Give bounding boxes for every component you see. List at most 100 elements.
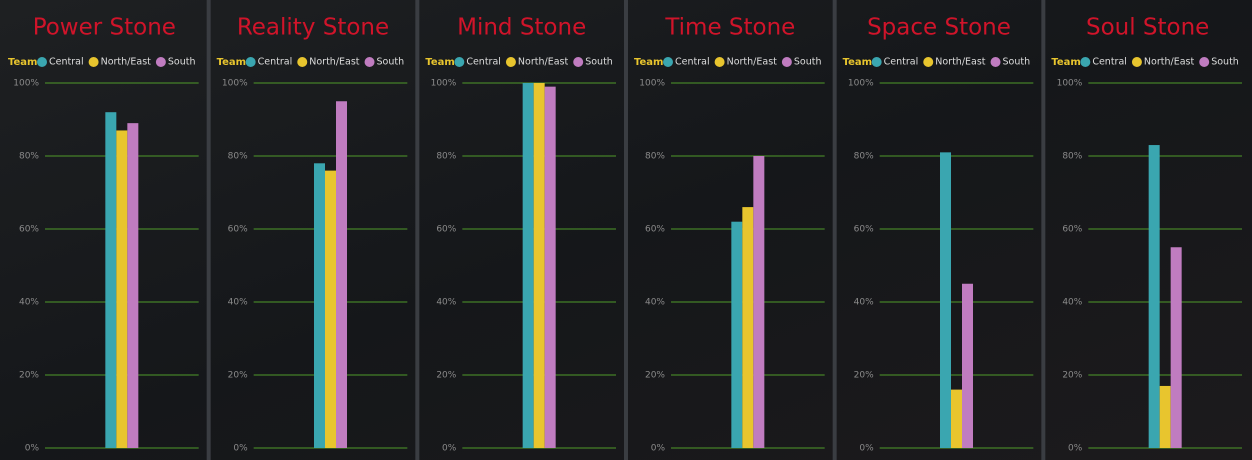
bar [753,156,765,448]
legend-title: Team [634,57,663,68]
y-tick-label: 0% [859,444,874,454]
legend-marker [714,57,725,67]
y-tick-label: 100% [1057,79,1083,89]
y-tick-label: 100% [848,79,874,89]
y-tick-label: 40% [228,298,248,308]
chart-title: Mind Stone [457,15,586,41]
legend-title: Team [843,57,872,68]
legend-label: North/East [309,57,360,68]
legend-label: North/East [518,57,569,68]
legend-label: Central [1092,57,1127,68]
legend-marker [923,57,934,67]
legend-label: South [585,57,613,68]
y-tick-label: 40% [854,298,874,308]
y-tick-label: 0% [1068,444,1083,454]
bar [522,83,534,448]
legend-label: North/East [935,57,986,68]
bar [314,163,325,449]
legend-title: Team [217,57,246,68]
legend-title: Team [1051,57,1080,68]
legend-marker [88,57,99,67]
chart-title: Soul Stone [1086,15,1209,41]
y-tick-label: 20% [436,371,456,381]
y-tick-label: 20% [645,371,665,381]
panel-divider [415,0,420,460]
legend-marker [297,57,308,67]
legend-label: Central [675,57,710,68]
bar [1148,145,1160,449]
bar [731,221,743,448]
legend-marker [573,57,584,67]
y-tick-label: 80% [645,152,665,162]
legend-label: North/East [1144,57,1195,68]
y-tick-label: 60% [645,225,665,235]
legend-label: South [377,57,405,68]
legend-marker [1131,57,1142,67]
y-tick-label: 20% [1062,371,1082,381]
legend-label: North/East [101,57,152,68]
chart-title: Power Stone [33,15,176,41]
legend-marker [1080,57,1091,67]
y-tick-label: 80% [1062,152,1082,162]
y-tick-label: 60% [19,225,39,235]
bar [962,283,973,448]
legend-marker [990,57,1001,67]
chart-title: Space Stone [867,15,1011,41]
y-tick-label: 100% [639,79,665,89]
panel-divider [624,0,628,460]
y-tick-label: 100% [222,79,248,89]
panel-divider [1041,0,1046,460]
y-tick-label: 20% [854,371,874,381]
bar [940,152,951,448]
y-tick-label: 0% [25,444,40,454]
y-tick-label: 60% [854,225,874,235]
y-tick-label: 80% [436,152,456,162]
legend-marker [245,57,256,67]
legend-label: South [794,57,822,68]
y-tick-label: 0% [442,444,457,454]
y-tick-label: 40% [1062,298,1082,308]
y-tick-label: 80% [19,152,39,162]
legend-marker [505,57,516,67]
legend-marker [37,57,47,67]
legend-title: Team [425,57,454,68]
legend-label: Central [49,57,84,68]
bar [544,86,556,449]
legend-label: South [1003,57,1031,68]
bar [116,130,128,448]
legend-label: Central [884,57,919,68]
y-tick-label: 0% [233,444,248,454]
legend-marker [155,57,166,67]
legend-marker [1199,57,1210,67]
y-tick-label: 100% [431,79,457,89]
y-tick-label: 0% [651,444,666,454]
legend-marker [663,57,673,67]
bar [1170,247,1182,448]
bar [1159,385,1171,448]
legend-marker [364,57,375,67]
chart-title: Reality Stone [237,15,389,41]
legend-label: North/East [727,57,778,68]
legend-marker [871,57,882,67]
legend-label: Central [466,57,501,68]
y-tick-label: 100% [13,79,39,89]
y-tick-label: 40% [436,298,456,308]
legend-title: Team [8,57,37,68]
y-tick-label: 40% [19,298,39,308]
legend-marker [454,57,465,67]
bar [105,112,117,448]
y-tick-label: 20% [19,371,39,381]
legend-label: South [168,57,196,68]
y-tick-label: 20% [228,371,248,381]
bar [533,83,545,448]
chart-title: Time Stone [664,15,795,41]
y-tick-label: 60% [436,225,456,235]
bar [742,207,754,448]
bar [336,101,347,448]
legend-label: Central [258,57,293,68]
legend-label: South [1211,57,1239,68]
legend-marker [781,57,792,67]
y-tick-label: 80% [228,152,248,162]
y-tick-label: 60% [1062,225,1082,235]
